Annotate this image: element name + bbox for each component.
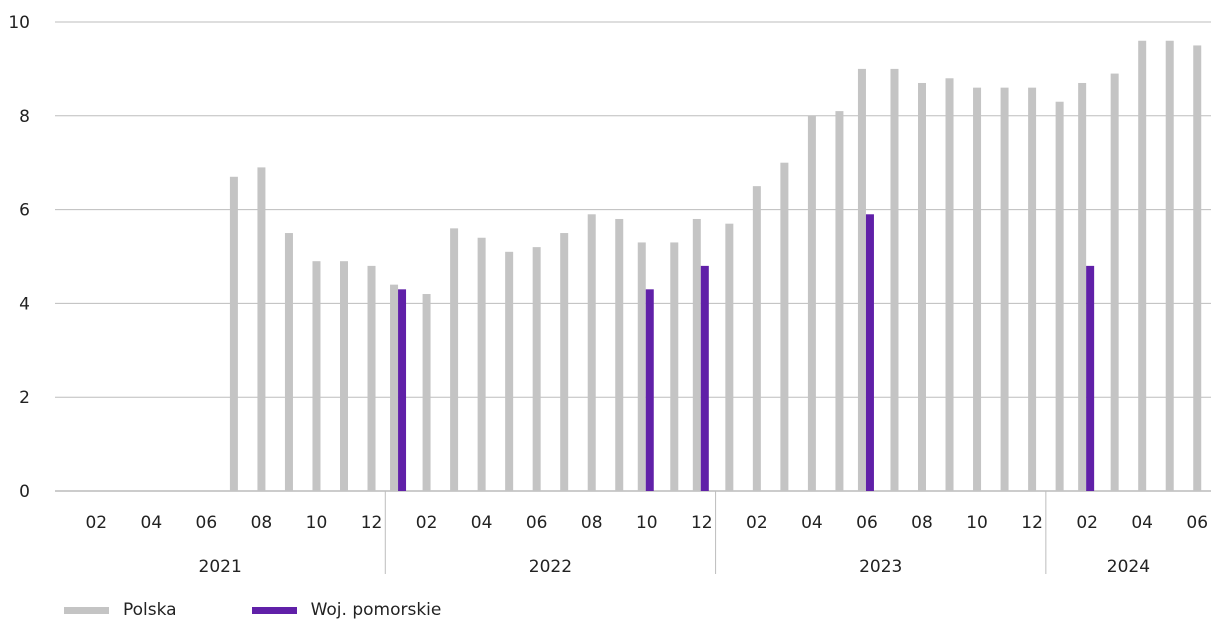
bar-polska (1028, 87, 1037, 491)
bar-polska (367, 265, 376, 491)
bar-polska (560, 233, 569, 492)
bar-polska (587, 214, 596, 492)
legend: Polska Woj. pomorskie (64, 598, 516, 622)
x-tick-label: 08 (251, 513, 273, 533)
year-label: 2022 (529, 557, 572, 577)
bar-polska (340, 261, 348, 491)
year-label: 2023 (859, 557, 902, 577)
gridlines (55, 21, 1211, 492)
legend-label-pomorskie: Woj. pomorskie (310, 600, 442, 620)
bar-polska (505, 251, 514, 491)
legend-item-polska: Polska (64, 600, 177, 620)
bar-polska (835, 111, 844, 492)
bar-woj-pomorskie (645, 289, 654, 491)
bar-polska (670, 242, 679, 491)
year-label: 2021 (199, 557, 242, 577)
bar-woj-pomorskie (398, 289, 407, 491)
bar-polska (752, 186, 761, 491)
x-tick-label: 12 (691, 513, 713, 533)
x-tick-label: 12 (1021, 513, 1043, 533)
x-tick-label: 06 (526, 513, 548, 533)
bar-woj-pomorskie (700, 265, 709, 491)
bar-polska (1165, 40, 1174, 491)
bar-woj-pomorskie (1086, 265, 1095, 491)
x-tick-label: 06 (856, 513, 878, 533)
bar-polska (229, 176, 238, 491)
bar-polska (312, 261, 321, 491)
x-tick-label: 04 (801, 513, 823, 533)
bar-polska (890, 68, 899, 492)
bar-polska (1000, 87, 1009, 491)
year-label: 2024 (1107, 557, 1150, 577)
bar-polska (1193, 45, 1202, 491)
bar-polska (422, 294, 431, 491)
bar-polska (450, 228, 459, 492)
x-tick-label: 04 (141, 513, 163, 533)
bar-polska (637, 242, 646, 491)
bar-polska (692, 218, 701, 492)
bar-polska (780, 162, 789, 491)
x-tick-label: 10 (966, 513, 988, 533)
x-tick-label: 12 (361, 513, 383, 533)
legend-item-pomorskie: Woj. pomorskie (251, 600, 442, 620)
bar-polska (390, 284, 399, 491)
y-tick-label: 0 (19, 482, 30, 502)
x-tick-label: 04 (1131, 513, 1153, 533)
y-axis: 0 2 4 6 8 10 (8, 13, 30, 502)
legend-swatch-pomorskie (251, 606, 297, 614)
bar-polska (973, 87, 982, 491)
x-tick-label: 08 (911, 513, 933, 533)
bar-woj-pomorskie (865, 214, 874, 492)
y-tick-label: 4 (19, 294, 30, 314)
bar-polska (725, 223, 734, 492)
x-tick-label: 04 (471, 513, 493, 533)
bar-polska (532, 247, 541, 491)
bar-polska (284, 233, 293, 492)
bar-polska (807, 115, 816, 492)
x-axis: 02 04 06 08 10 12 02 04 06 08 10 12 02 04 06 08 10 12 02 04… (85, 491, 1208, 577)
y-tick-label: 2 (19, 388, 30, 408)
bar-polska (615, 218, 624, 492)
y-tick-label: 8 (19, 107, 30, 127)
bar-polska (918, 82, 926, 491)
x-tick-label: 08 (581, 513, 603, 533)
legend-swatch-polska (64, 606, 109, 614)
bar-polska (945, 78, 954, 491)
legend-label-polska: Polska (123, 600, 177, 620)
x-tick-label: 02 (746, 513, 768, 533)
x-tick-label: 06 (1186, 513, 1208, 533)
bar-polska (1110, 73, 1119, 491)
x-tick-label: 10 (636, 513, 658, 533)
bar-polska (257, 167, 266, 491)
x-tick-label: 10 (306, 513, 328, 533)
bar-polska (1138, 40, 1147, 491)
x-tick-label: 02 (1076, 513, 1098, 533)
x-tick-label: 02 (85, 513, 107, 533)
y-tick-label: 10 (8, 13, 30, 33)
bar-polska (1078, 82, 1087, 491)
bar-polska (477, 237, 486, 491)
x-tick-label: 02 (416, 513, 438, 533)
bar-polska (1055, 101, 1064, 491)
bar-polska (857, 68, 866, 492)
x-tick-label: 06 (196, 513, 218, 533)
bars (229, 40, 1202, 492)
y-tick-label: 6 (19, 201, 30, 221)
